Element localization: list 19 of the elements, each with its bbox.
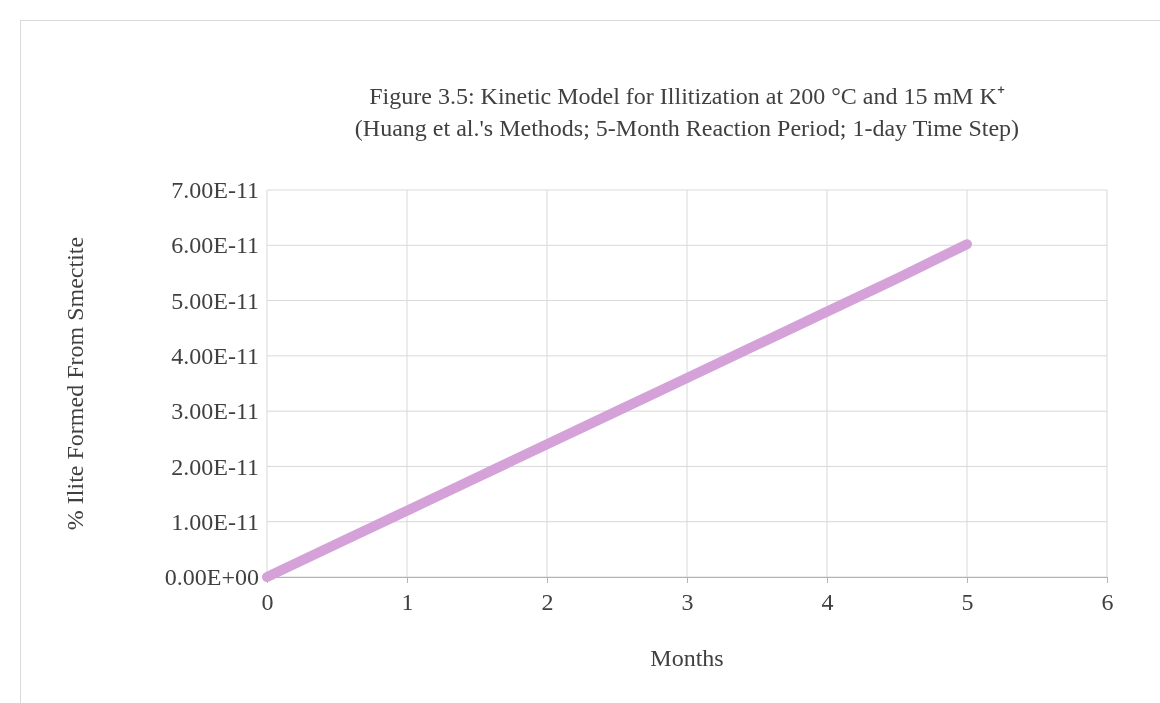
y-tick-label: 1.00E-11 bbox=[171, 508, 259, 535]
x-tick-label: 0 bbox=[261, 589, 274, 616]
y-axis-title: % Ilite Formed From Smectite bbox=[62, 236, 88, 531]
x-axis-title: Months bbox=[650, 645, 724, 671]
chart-title: Figure 3.5: Kinetic Model for Illitization at 200 °C and 15 mM K⁺ bbox=[369, 83, 1005, 109]
chart-subtitle: (Huang et al.'s Methods; 5-Month Reaction Period; 1-day Time Step) bbox=[354, 115, 1020, 141]
x-tick-label: 4 bbox=[821, 589, 834, 616]
x-tick-label: 1 bbox=[401, 589, 414, 616]
x-tick-label: 5 bbox=[961, 589, 974, 616]
x-tick-label: 3 bbox=[681, 589, 694, 616]
y-tick-label: 5.00E-11 bbox=[171, 287, 259, 314]
y-tick-label: 2.00E-11 bbox=[171, 453, 259, 480]
x-tick-label: 6 bbox=[1101, 589, 1114, 616]
y-tick-label: 4.00E-11 bbox=[171, 343, 259, 370]
x-tick-label: 2 bbox=[541, 589, 554, 616]
y-tick-label: 3.00E-11 bbox=[171, 398, 259, 425]
y-tick-label: 6.00E-11 bbox=[171, 232, 259, 259]
y-tick-label: 7.00E-11 bbox=[171, 177, 259, 204]
y-tick-label: 0.00E+00 bbox=[164, 564, 259, 591]
